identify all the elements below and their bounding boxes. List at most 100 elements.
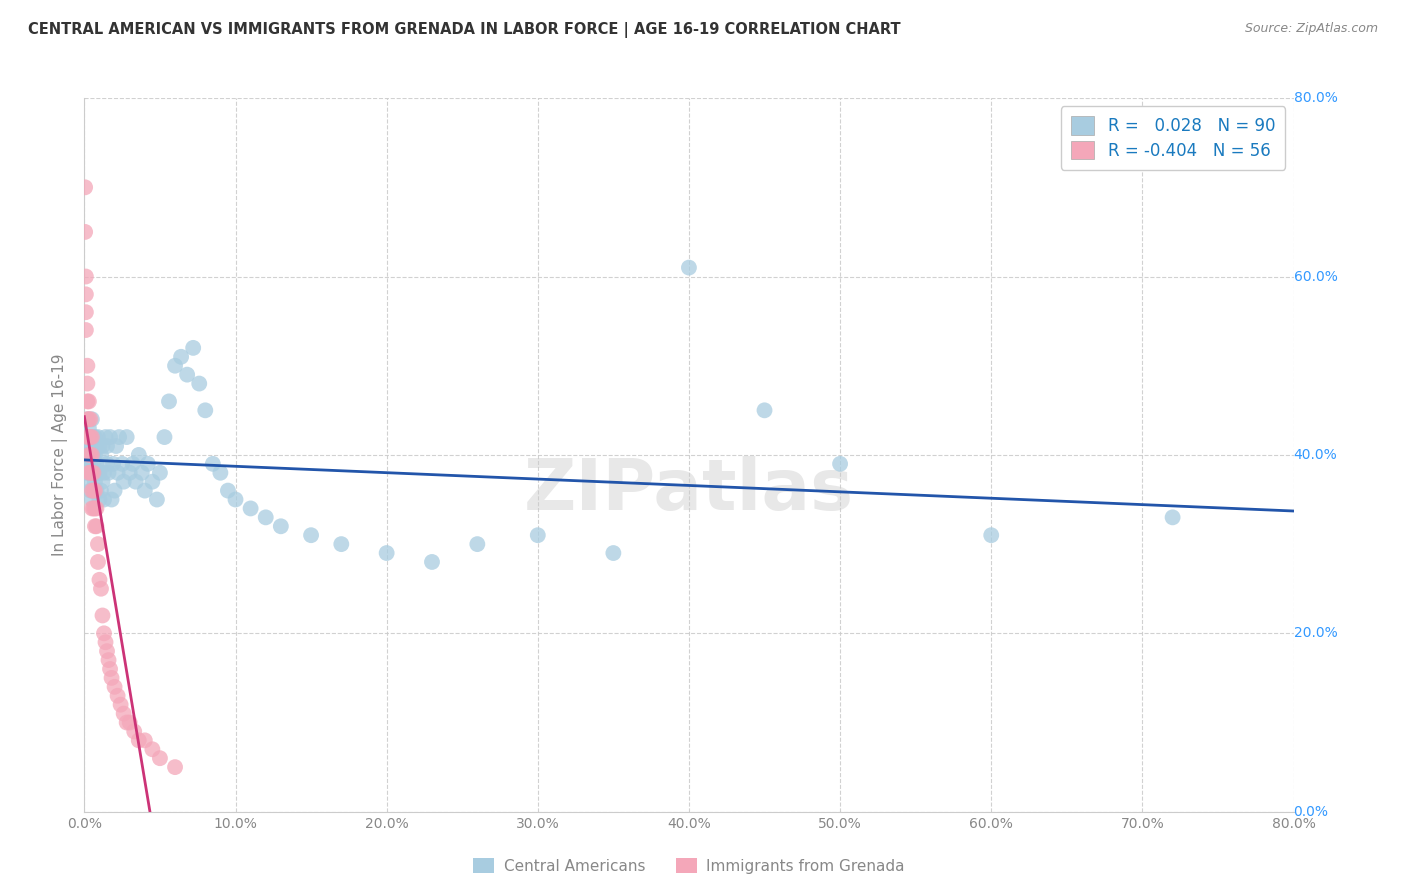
Point	[163, 359, 186, 373]
Point	[107, 689, 129, 703]
Point	[87, 430, 110, 444]
Point	[112, 706, 135, 721]
Point	[93, 466, 115, 480]
Point	[112, 475, 135, 489]
Point	[75, 269, 97, 284]
Point	[90, 483, 112, 498]
Point	[80, 412, 103, 426]
Point	[76, 412, 98, 426]
Point	[77, 430, 100, 444]
Point	[86, 439, 108, 453]
Point	[79, 483, 101, 498]
Point	[98, 662, 121, 676]
Legend: R =   0.028   N = 90, R = -0.404   N = 56: R = 0.028 N = 90, R = -0.404 N = 56	[1062, 106, 1285, 169]
Point	[107, 466, 129, 480]
Point	[121, 457, 143, 471]
Point	[254, 510, 277, 524]
Point	[239, 501, 262, 516]
Point	[80, 492, 103, 507]
Point	[91, 475, 114, 489]
Point	[82, 501, 104, 516]
Point	[98, 430, 121, 444]
Point	[181, 341, 204, 355]
Point	[80, 439, 103, 453]
Point	[93, 626, 115, 640]
Point	[75, 305, 97, 319]
Point	[108, 430, 131, 444]
Point	[194, 403, 217, 417]
Point	[330, 537, 353, 551]
Text: 80.0%: 80.0%	[1294, 91, 1337, 105]
Point	[76, 376, 98, 391]
Point	[91, 439, 114, 453]
Point	[80, 466, 103, 480]
Point	[82, 430, 104, 444]
Point	[89, 492, 111, 507]
Point	[87, 466, 110, 480]
Point	[79, 466, 101, 480]
Point	[82, 466, 104, 480]
Point	[75, 466, 97, 480]
Point	[77, 475, 100, 489]
Text: 20.0%: 20.0%	[1294, 626, 1337, 640]
Point	[77, 412, 100, 426]
Point	[115, 715, 138, 730]
Point	[163, 760, 186, 774]
Point	[75, 287, 97, 301]
Point	[79, 448, 101, 462]
Point	[80, 483, 103, 498]
Point	[299, 528, 322, 542]
Point	[82, 483, 104, 498]
Point	[467, 537, 489, 551]
Point	[110, 698, 132, 712]
Point	[77, 466, 100, 480]
Point	[153, 430, 176, 444]
Point	[76, 430, 98, 444]
Point	[754, 403, 776, 417]
Point	[104, 680, 127, 694]
Point	[86, 501, 108, 516]
Point	[96, 457, 118, 471]
Text: 40.0%: 40.0%	[1294, 448, 1337, 462]
Point	[1161, 510, 1184, 524]
Point	[84, 466, 107, 480]
Point	[87, 555, 110, 569]
Point	[97, 653, 120, 667]
Point	[93, 492, 115, 507]
Point	[79, 430, 101, 444]
Point	[141, 742, 163, 756]
Point	[90, 582, 112, 596]
Legend: Central Americans, Immigrants from Grenada: Central Americans, Immigrants from Grena…	[467, 852, 911, 880]
Point	[84, 475, 107, 489]
Point	[96, 439, 118, 453]
Point	[125, 475, 148, 489]
Point	[209, 466, 232, 480]
Point	[131, 466, 153, 480]
Point	[75, 323, 97, 337]
Point	[84, 430, 107, 444]
Point	[87, 537, 110, 551]
Point	[84, 483, 107, 498]
Point	[76, 430, 98, 444]
Point	[830, 457, 852, 471]
Point	[217, 483, 239, 498]
Point	[79, 430, 101, 444]
Point	[149, 751, 172, 765]
Text: Source: ZipAtlas.com: Source: ZipAtlas.com	[1244, 22, 1378, 36]
Point	[94, 635, 117, 649]
Point	[89, 573, 111, 587]
Point	[101, 457, 124, 471]
Point	[97, 466, 120, 480]
Point	[157, 394, 180, 409]
Text: CENTRAL AMERICAN VS IMMIGRANTS FROM GRENADA IN LABOR FORCE | AGE 16-19 CORRELATI: CENTRAL AMERICAN VS IMMIGRANTS FROM GREN…	[28, 22, 901, 38]
Point	[118, 466, 141, 480]
Point	[86, 483, 108, 498]
Point	[141, 475, 163, 489]
Point	[526, 528, 548, 542]
Point	[146, 492, 169, 507]
Point	[602, 546, 624, 560]
Point	[128, 733, 150, 747]
Text: 60.0%: 60.0%	[1294, 269, 1337, 284]
Point	[82, 483, 104, 498]
Point	[104, 483, 127, 498]
